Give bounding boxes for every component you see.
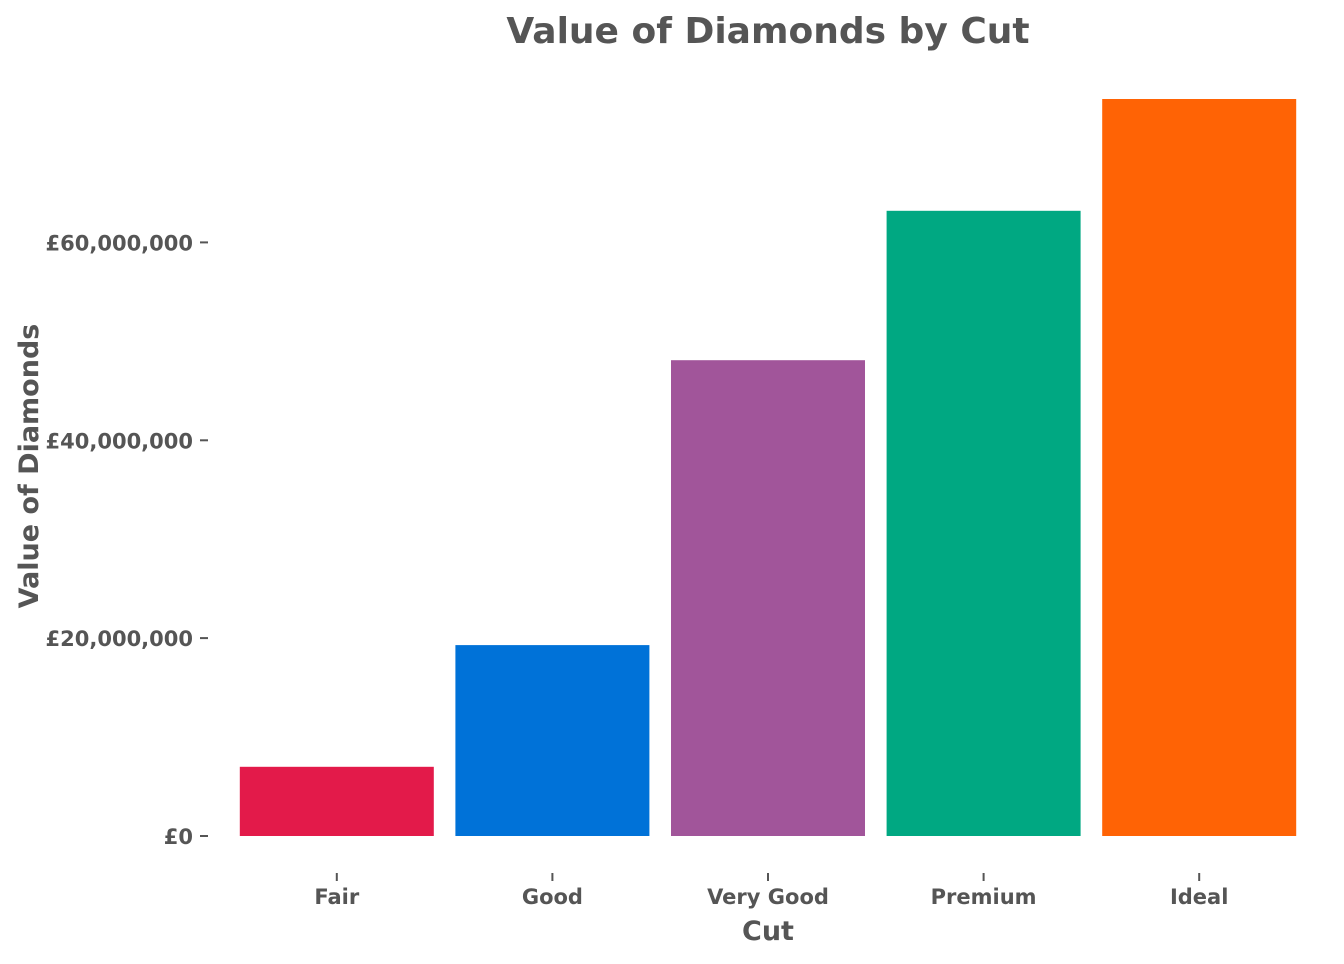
y-tick-label: £60,000,000 <box>46 231 193 255</box>
y-tick-label: £20,000,000 <box>46 627 193 651</box>
x-tick-label: Fair <box>314 885 359 909</box>
bar-good <box>455 645 650 836</box>
bars-group <box>239 99 1297 837</box>
y-tick-label: £0 <box>164 825 193 849</box>
bar-premium <box>886 210 1081 837</box>
chart-title: Value of Diamonds by Cut <box>506 11 1029 52</box>
x-tick-label: Premium <box>931 885 1037 909</box>
y-tick-label: £40,000,000 <box>46 429 193 453</box>
bar-very-good <box>671 360 865 836</box>
x-axis-label: Cut <box>742 916 794 947</box>
x-tick-label: Good <box>522 885 583 909</box>
y-axis: £0 £20,000,000 £40,000,000 £60,000,000 <box>46 231 208 849</box>
y-axis-label: Value of Diamonds <box>14 324 45 609</box>
bar-fair <box>239 766 434 836</box>
bar-ideal <box>1102 99 1297 836</box>
x-tick-label: Ideal <box>1170 885 1228 909</box>
x-tick-label: Very Good <box>707 885 829 909</box>
x-axis: Fair Good Very Good Premium Ideal <box>314 873 1228 909</box>
